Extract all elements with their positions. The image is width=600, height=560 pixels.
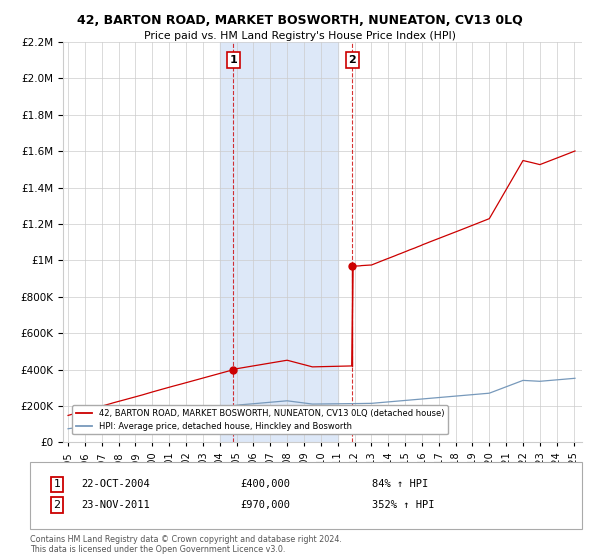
Text: £400,000: £400,000: [240, 479, 290, 489]
Text: £970,000: £970,000: [240, 500, 290, 510]
Text: 22-OCT-2004: 22-OCT-2004: [81, 479, 150, 489]
Legend: 42, BARTON ROAD, MARKET BOSWORTH, NUNEATON, CV13 0LQ (detached house), HPI: Aver: 42, BARTON ROAD, MARKET BOSWORTH, NUNEAT…: [73, 405, 448, 434]
Bar: [220, 42, 338, 442]
Text: 42, BARTON ROAD, MARKET BOSWORTH, NUNEATON, CV13 0LQ: 42, BARTON ROAD, MARKET BOSWORTH, NUNEAT…: [77, 14, 523, 27]
Text: 1: 1: [229, 55, 237, 65]
Text: 1: 1: [53, 479, 61, 489]
Text: 352% ↑ HPI: 352% ↑ HPI: [372, 500, 434, 510]
Text: 2: 2: [53, 500, 61, 510]
Text: 84% ↑ HPI: 84% ↑ HPI: [372, 479, 428, 489]
Text: Price paid vs. HM Land Registry's House Price Index (HPI): Price paid vs. HM Land Registry's House …: [144, 31, 456, 41]
Text: 2: 2: [349, 55, 356, 65]
Text: 23-NOV-2011: 23-NOV-2011: [81, 500, 150, 510]
Text: Contains HM Land Registry data © Crown copyright and database right 2024.
This d: Contains HM Land Registry data © Crown c…: [30, 535, 342, 554]
